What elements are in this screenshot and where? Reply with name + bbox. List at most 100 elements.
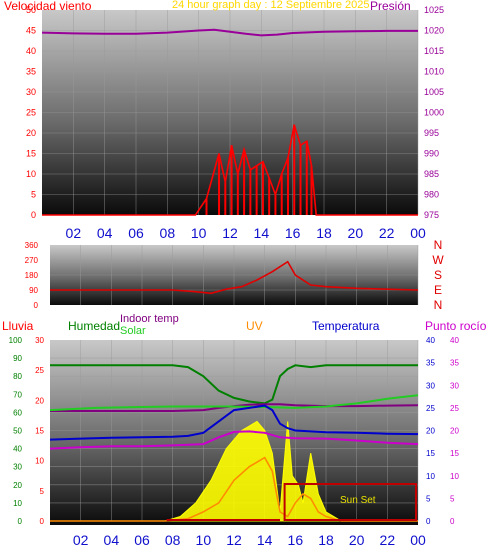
compass-label: N	[434, 298, 443, 312]
wind-y-tick: 25	[26, 108, 36, 118]
rain-y-tick: 25	[35, 366, 44, 375]
climate-x-tick: 08	[165, 532, 181, 548]
temperature-y-tick: 15	[426, 449, 435, 458]
dewpoint-y-tick: 40	[450, 336, 459, 345]
temperature-y-tick: 35	[426, 359, 435, 368]
rain-y-tick: 15	[35, 427, 44, 436]
humidity-y-tick: 90	[13, 354, 22, 363]
wind-x-tick: 04	[97, 225, 113, 241]
solar-radiation-area	[50, 420, 418, 522]
humidity-y-tick: 80	[13, 372, 22, 381]
direction-series-line	[50, 260, 419, 295]
wind-x-tick: 10	[191, 225, 207, 241]
wind-speed-label: Velocidad viento	[4, 0, 92, 13]
wind-x-tick: 14	[254, 225, 270, 241]
wind-y-tick: 40	[26, 46, 36, 56]
dewpoint-y-tick: 35	[450, 359, 459, 368]
climate-x-tick: 14	[257, 532, 273, 548]
pressure-y-tick: 990	[424, 149, 439, 159]
pressure-y-tick: 1020	[424, 26, 444, 36]
pressure-y-tick: 980	[424, 190, 439, 200]
dewpoint-y-tick: 30	[450, 381, 459, 390]
climate-x-tick: 20	[349, 532, 365, 548]
direction-y-tick: 360	[25, 241, 39, 250]
rain-y-tick: 5	[40, 487, 45, 496]
wind-x-tick: 18	[316, 225, 332, 241]
wind-y-tick: 50	[26, 5, 36, 15]
wind-y-tick: 45	[26, 26, 36, 36]
wind-x-tick: 22	[379, 225, 395, 241]
temperature-y-tick: 10	[426, 472, 435, 481]
direction-y-tick: 90	[29, 286, 38, 295]
uv-label: UV	[246, 319, 263, 333]
dewpoint-y-tick: 10	[450, 472, 459, 481]
chart-title: 24 hour graph day : 12 Septiembre 2025	[172, 0, 370, 11]
pressure-label: Presión	[370, 0, 411, 13]
direction-y-tick: 270	[25, 256, 39, 265]
humidity-y-tick: 60	[13, 408, 22, 417]
rain-label: Lluvia	[2, 319, 34, 333]
pressure-y-tick: 1000	[424, 108, 444, 118]
climate-x-tick: 04	[104, 532, 120, 548]
climate-series-line	[50, 364, 418, 405]
wind-series-line	[42, 124, 418, 216]
pressure-y-tick: 975	[424, 210, 439, 220]
wind-y-tick: 10	[26, 169, 36, 179]
wind-y-tick: 35	[26, 67, 36, 77]
dewpoint-y-tick: 5	[450, 494, 455, 503]
indoor-temp-label: Indoor temp	[120, 313, 179, 325]
humidity-y-tick: 40	[13, 445, 22, 454]
humidity-y-tick: 50	[13, 427, 22, 436]
pressure-y-tick: 1005	[424, 87, 444, 97]
compass-label: E	[434, 283, 442, 297]
humidity-label: Humedad	[68, 319, 121, 333]
wind-x-tick: 16	[285, 225, 301, 241]
humidity-y-tick: 30	[13, 463, 22, 472]
dewpoint-y-tick: 25	[450, 404, 459, 413]
climate-series-line	[50, 403, 419, 412]
temperature-y-tick: 25	[426, 404, 435, 413]
wind-y-tick: 20	[26, 128, 36, 138]
climate-x-tick: 06	[134, 532, 150, 548]
humidity-y-tick: 70	[13, 390, 22, 399]
compass-label: W	[432, 253, 444, 267]
rain-y-tick: 10	[35, 457, 44, 466]
dewpoint-y-tick: 15	[450, 449, 459, 458]
humidity-y-tick: 20	[13, 481, 22, 490]
pressure-y-tick: 1025	[424, 5, 444, 15]
direction-y-tick: 180	[25, 271, 39, 280]
climate-series-line	[49, 430, 419, 450]
climate-x-tick: 18	[318, 532, 334, 548]
pressure-series-line	[41, 28, 418, 37]
humidity-y-tick: 10	[13, 499, 22, 508]
rain-y-tick: 30	[35, 336, 44, 345]
wind-x-tick: 08	[160, 225, 176, 241]
climate-series-line	[49, 404, 419, 441]
temperature-y-tick: 5	[426, 494, 431, 503]
rain-y-tick: 20	[35, 396, 44, 405]
wind-x-tick: 20	[348, 225, 364, 241]
temperature-y-tick: 0	[426, 517, 431, 526]
climate-x-tick: 00	[410, 532, 426, 548]
temperature-y-tick: 40	[426, 336, 435, 345]
temperature-y-tick: 20	[426, 427, 435, 436]
wind-x-tick: 06	[128, 225, 144, 241]
climate-x-tick: 22	[380, 532, 396, 548]
climate-series-line	[49, 394, 419, 412]
temperature-y-tick: 30	[426, 381, 435, 390]
wind-y-tick: 0	[31, 210, 36, 220]
pressure-y-tick: 995	[424, 128, 439, 138]
uv-series-line	[50, 456, 418, 522]
wind-x-tick: 00	[410, 225, 426, 241]
temperature-label: Temperatura	[312, 319, 380, 333]
wind-y-tick: 30	[26, 87, 36, 97]
dewpoint-y-tick: 20	[450, 427, 459, 436]
dewpoint-label: Punto rocío	[425, 319, 487, 333]
pressure-y-tick: 1015	[424, 46, 444, 56]
wind-x-tick: 02	[66, 225, 82, 241]
wind-x-tick: 12	[222, 225, 238, 241]
climate-x-tick: 16	[288, 532, 304, 548]
sunset-box	[283, 483, 417, 521]
solar-label: Solar	[120, 325, 146, 337]
